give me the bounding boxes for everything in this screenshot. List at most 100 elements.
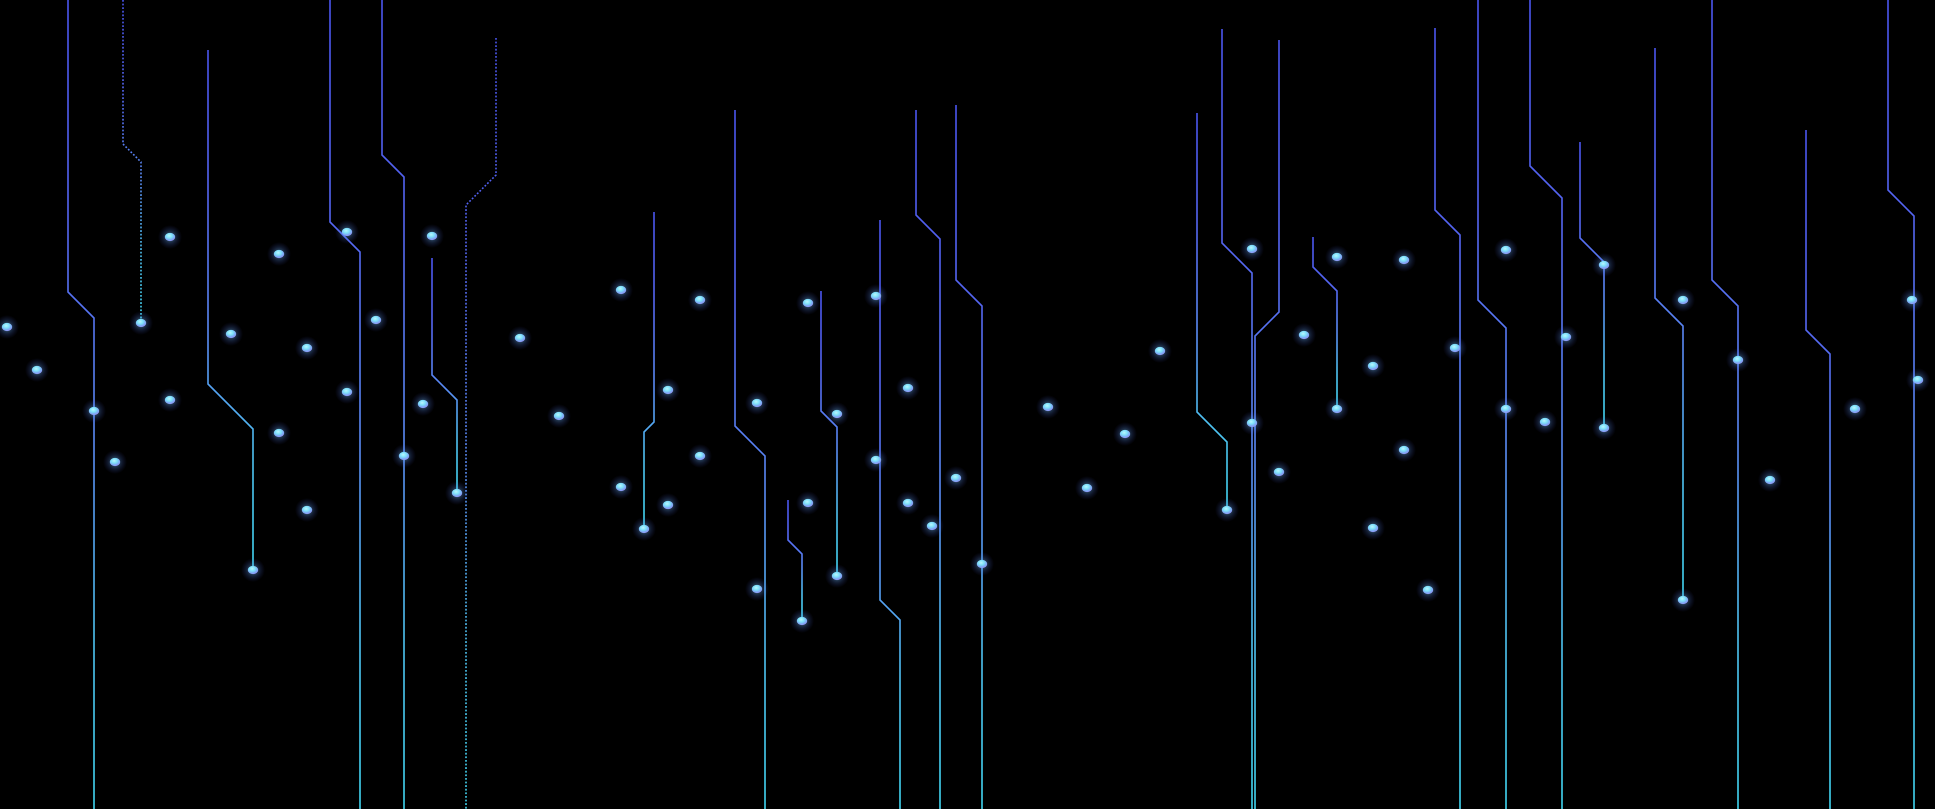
trace-node-dot xyxy=(802,298,814,308)
trace-node-dot xyxy=(1598,423,1610,433)
trace-node-dot xyxy=(135,318,147,328)
trace-node-dot xyxy=(976,559,988,569)
circuit-trace xyxy=(1434,28,1461,809)
circuit-trace xyxy=(1711,0,1739,809)
circuit-trace xyxy=(879,220,901,809)
trace-node-dot xyxy=(1298,330,1310,340)
trace-node-dot xyxy=(662,385,674,395)
trace-node-dot xyxy=(1273,467,1285,477)
trace-node-dot xyxy=(1912,375,1924,385)
circuit-trace xyxy=(1529,0,1563,809)
trace-node-dot xyxy=(796,616,808,626)
trace-node-dot xyxy=(426,231,438,241)
circuit-trace xyxy=(1477,0,1507,809)
trace-node-dot xyxy=(1500,245,1512,255)
trace-node-dot xyxy=(1331,252,1343,262)
trace-node-dot xyxy=(273,249,285,259)
trace-node-dot xyxy=(1539,417,1551,427)
trace-node-dot xyxy=(1732,355,1744,365)
trace-node-dot xyxy=(398,451,410,461)
trace-node-dot xyxy=(164,395,176,405)
trace-node-dot xyxy=(662,500,674,510)
circuit-trace xyxy=(734,110,766,809)
circuit-trace xyxy=(431,258,458,493)
trace-node-dot xyxy=(694,295,706,305)
trace-node-dot xyxy=(870,455,882,465)
trace-node-dot xyxy=(109,457,121,467)
circuit-trace xyxy=(207,50,254,570)
trace-node-dot xyxy=(615,285,627,295)
circuit-trace xyxy=(1221,29,1253,809)
trace-node-dot xyxy=(694,451,706,461)
trace-node-dot xyxy=(1119,429,1131,439)
circuit-trace xyxy=(1196,113,1228,510)
trace-node-dot xyxy=(831,409,843,419)
trace-node-dot xyxy=(164,232,176,242)
trace-node-dot xyxy=(88,406,100,416)
trace-node-dot xyxy=(1367,523,1379,533)
trace-node-dot xyxy=(341,227,353,237)
trace-node-dot xyxy=(751,398,763,408)
trace-node-dot xyxy=(615,482,627,492)
circuit-trace xyxy=(787,500,803,621)
trace-node-dot xyxy=(950,473,962,483)
trace-node-dot xyxy=(31,365,43,375)
circuit-trace xyxy=(1887,0,1915,809)
trace-node-dot xyxy=(1849,404,1861,414)
circuit-trace xyxy=(122,0,142,323)
trace-node-dot xyxy=(1246,418,1258,428)
trace-node-dot xyxy=(301,505,313,515)
trace-node-dot xyxy=(1500,404,1512,414)
trace-node-dot xyxy=(638,524,650,534)
circuit-trace xyxy=(1312,237,1338,409)
trace-node-dot xyxy=(1677,595,1689,605)
trace-node-dot xyxy=(1398,445,1410,455)
trace-node-dot xyxy=(1331,404,1343,414)
trace-node-dot xyxy=(417,399,429,409)
trace-node-dot xyxy=(370,315,382,325)
trace-node-dot xyxy=(1598,260,1610,270)
circuit-trace xyxy=(1654,48,1684,600)
trace-node-dot xyxy=(1042,402,1054,412)
circuit-trace xyxy=(1805,130,1831,809)
trace-node-dot xyxy=(553,411,565,421)
trace-node-dot xyxy=(273,428,285,438)
trace-node-dot xyxy=(247,565,259,575)
trace-node-dot xyxy=(1,322,13,332)
trace-node-dot xyxy=(301,343,313,353)
trace-node-dot xyxy=(1764,475,1776,485)
trace-nodes-group xyxy=(0,220,1930,633)
trace-node-dot xyxy=(1081,483,1093,493)
trace-node-dot xyxy=(1422,585,1434,595)
trace-node-dot xyxy=(902,383,914,393)
trace-node-dot xyxy=(870,291,882,301)
circuit-trace xyxy=(1579,142,1605,428)
circuit-trace xyxy=(67,0,95,809)
trace-node-dot xyxy=(1246,244,1258,254)
trace-node-dot xyxy=(225,329,237,339)
circuit-trace xyxy=(465,38,497,809)
trace-node-dot xyxy=(802,498,814,508)
trace-node-dot xyxy=(1906,295,1918,305)
trace-node-dot xyxy=(751,584,763,594)
circuit-trace xyxy=(381,0,405,809)
trace-node-dot xyxy=(1560,332,1572,342)
trace-node-dot xyxy=(341,387,353,397)
circuit-trace xyxy=(643,212,655,529)
trace-node-dot xyxy=(451,488,463,498)
trace-node-dot xyxy=(1398,255,1410,265)
trace-node-dot xyxy=(1154,346,1166,356)
trace-node-dot xyxy=(831,571,843,581)
trace-node-dot xyxy=(1449,343,1461,353)
circuit-trace xyxy=(1254,40,1280,809)
trace-node-dot xyxy=(926,521,938,531)
trace-lines-group xyxy=(6,0,1919,809)
trace-node-dot xyxy=(1367,361,1379,371)
trace-node-dot xyxy=(1677,295,1689,305)
trace-node-dot xyxy=(902,498,914,508)
trace-node-dot xyxy=(514,333,526,343)
trace-node-dot xyxy=(1221,505,1233,515)
